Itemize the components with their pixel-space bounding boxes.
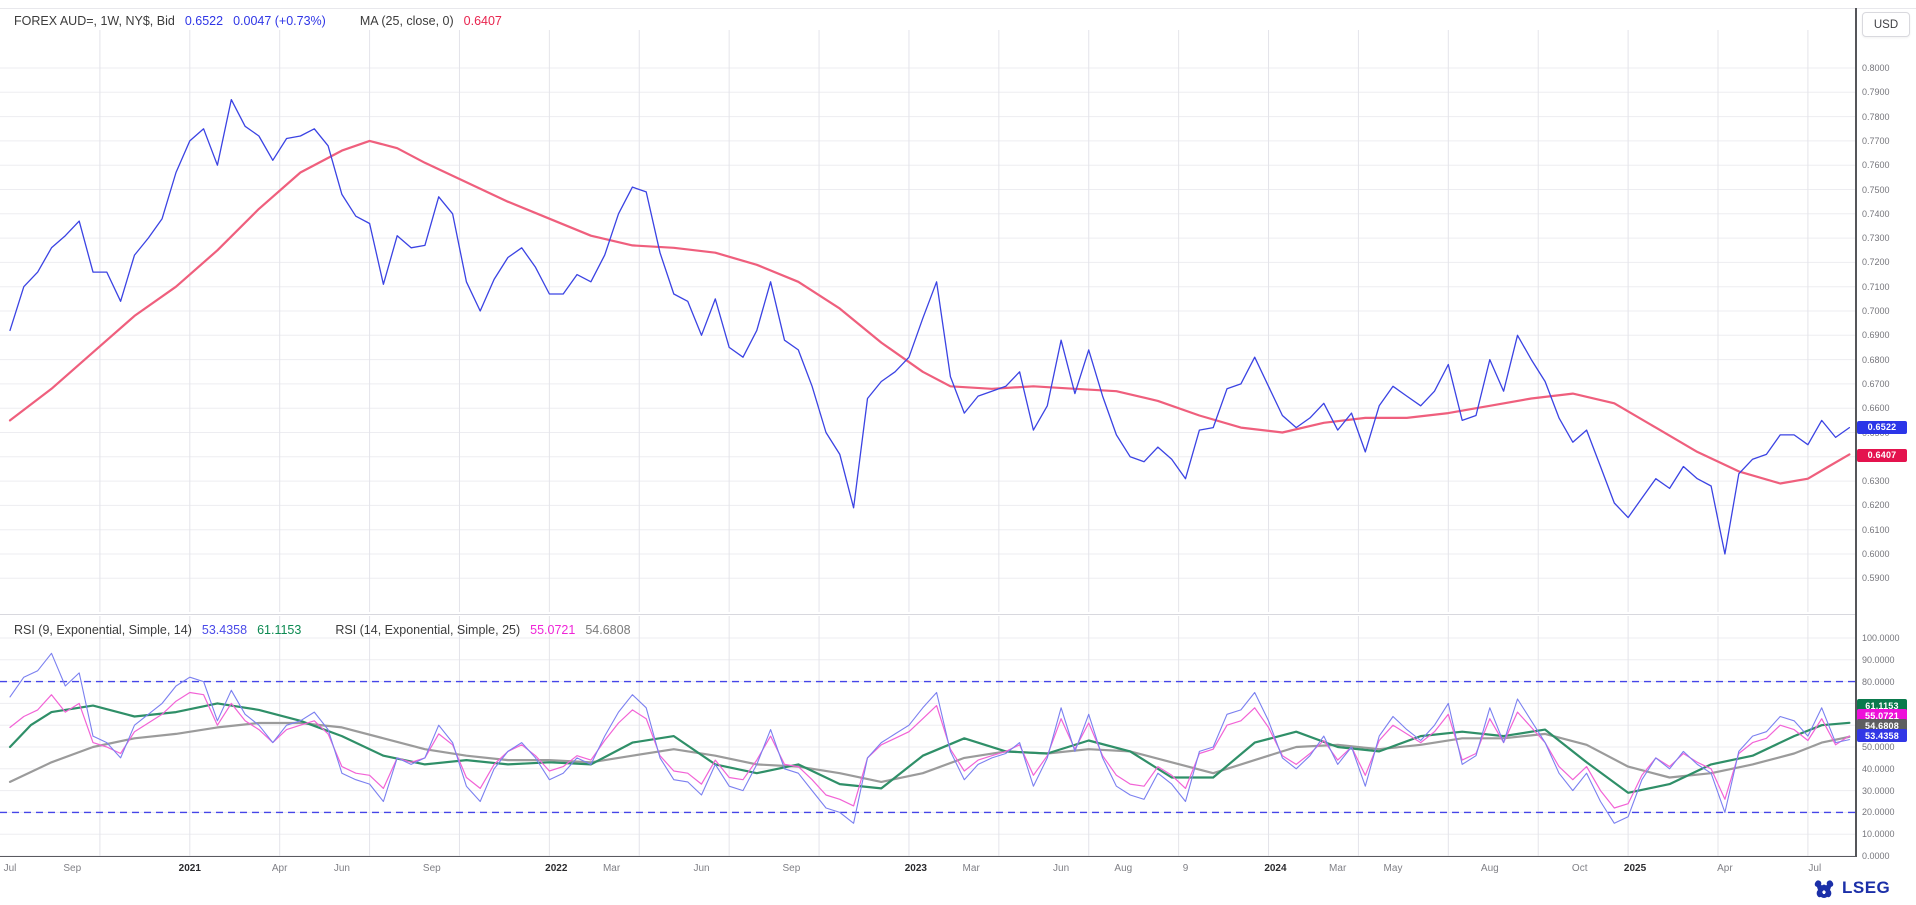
rsi-axis-tick: 10.0000 bbox=[1862, 829, 1895, 840]
rsi-axis-tick: 40.0000 bbox=[1862, 763, 1895, 774]
price-axis-tick: 0.6000 bbox=[1862, 549, 1890, 559]
rsi14-sma-line bbox=[8, 721, 1851, 784]
rsi1-label: RSI (9, Exponential, Simple, 14) bbox=[14, 623, 192, 637]
rsi-axis-badge: 54.6808 bbox=[1857, 719, 1907, 732]
rsi-axis-badge: 55.0721 bbox=[1857, 709, 1907, 722]
time-axis-month-tick: Apr bbox=[271, 863, 288, 874]
price-axis-badge: 0.6407 bbox=[1857, 448, 1907, 462]
rsi-chart-panel[interactable] bbox=[0, 616, 1855, 857]
price-axis-tick: 0.6200 bbox=[1862, 500, 1890, 511]
time-axis-line bbox=[0, 856, 1855, 857]
ma-label: MA (25, close, 0) bbox=[359, 14, 454, 28]
price-axis-tick: 0.6100 bbox=[1862, 524, 1890, 535]
rsi2-value: 55.0721 bbox=[530, 623, 576, 637]
bid-line bbox=[9, 98, 1851, 555]
time-axis-month-tick: Jun bbox=[1053, 863, 1070, 874]
price-axis-tick: 0.7200 bbox=[1862, 257, 1890, 268]
rsi-axis-tick: 20.0000 bbox=[1862, 807, 1895, 818]
rsi-axis-tick: 30.0000 bbox=[1862, 785, 1895, 796]
top-border-line bbox=[0, 8, 1916, 9]
time-axis-year-tick: 2024 bbox=[1264, 863, 1287, 874]
rsi1-smooth-value: 61.1153 bbox=[257, 623, 302, 637]
time-axis-month-tick: Jul bbox=[3, 863, 17, 874]
price-axis-tick: 0.7400 bbox=[1862, 208, 1890, 219]
time-axis-month-tick: Apr bbox=[1717, 863, 1733, 874]
time-axis-month-tick: Mar bbox=[602, 863, 621, 874]
time-axis-year-tick: 2025 bbox=[1623, 863, 1647, 874]
time-axis-year-tick: 2021 bbox=[178, 863, 201, 874]
rsi-axis-tick: 0.0000 bbox=[1862, 851, 1890, 861]
price-axis-tick: 0.6300 bbox=[1862, 476, 1890, 487]
lseg-logo: LSEG bbox=[1812, 876, 1890, 900]
rsi-legend[interactable]: RSI (9, Exponential, Simple, 14) 53.4358… bbox=[14, 621, 631, 639]
time-axis-month-tick: Jun bbox=[693, 863, 710, 874]
price-chart-panel[interactable] bbox=[0, 30, 1855, 612]
time-axis-month-tick: Aug bbox=[1480, 863, 1499, 874]
rsi1-value: 53.4358 bbox=[201, 623, 248, 637]
rsi-axis-tick: 80.0000 bbox=[1862, 676, 1895, 687]
price-axis-tick: 0.7100 bbox=[1862, 281, 1890, 292]
time-axis-month-tick: Jul bbox=[1808, 863, 1822, 874]
instrument-label: FOREX AUD=, 1W, NY$, Bid bbox=[14, 14, 175, 28]
time-axis-month-tick: Sep bbox=[782, 863, 801, 874]
time-axis-month-tick: Mar bbox=[1329, 863, 1347, 874]
price-axis-badge: 0.6522 bbox=[1857, 420, 1907, 434]
rsi9-sma-line bbox=[8, 702, 1851, 794]
price-axis-tick: 0.8000 bbox=[1862, 63, 1890, 73]
price-axis-tick: 0.6600 bbox=[1862, 403, 1890, 414]
bid-value: 0.6522 bbox=[184, 14, 224, 28]
lseg-logo-text: LSEG bbox=[1842, 878, 1891, 897]
price-axis-tick: 0.7000 bbox=[1862, 306, 1890, 316]
rsi2-smooth-value: 54.6808 bbox=[585, 623, 631, 637]
price-axis-tick: 0.6900 bbox=[1862, 330, 1890, 341]
price-axis-tick: 0.7300 bbox=[1862, 233, 1890, 244]
ma-line bbox=[8, 139, 1851, 485]
time-axis-month-tick: Mar bbox=[962, 863, 980, 874]
price-chart-legend[interactable]: FOREX AUD=, 1W, NY$, Bid 0.6522 0.0047 (… bbox=[14, 11, 502, 31]
price-axis-tick: 0.6700 bbox=[1862, 378, 1890, 389]
rsi14-line bbox=[9, 691, 1851, 809]
ma-value: 0.6407 bbox=[463, 14, 502, 28]
rsi2-label: RSI (14, Exponential, Simple, 25) bbox=[335, 623, 521, 637]
axis-currency-label: USD bbox=[1873, 18, 1899, 31]
price-axis-line bbox=[1855, 8, 1857, 857]
time-axis-year-tick: 2022 bbox=[545, 863, 568, 874]
rsi-axis-badge: 61.1153 bbox=[1857, 699, 1907, 712]
rsi9-line bbox=[9, 652, 1850, 824]
rsi-axis-tick: 90.0000 bbox=[1862, 654, 1895, 665]
time-axis-month-tick: Sep bbox=[63, 863, 82, 874]
time-axis-month-tick: Jun bbox=[333, 863, 350, 874]
time-axis-month-tick: Sep bbox=[422, 863, 441, 874]
rsi-axis-tick: 50.0000 bbox=[1862, 742, 1895, 752]
time-axis-month-tick: 9 bbox=[1182, 863, 1189, 874]
panel-divider-line[interactable] bbox=[0, 614, 1855, 615]
rsi-axis-badge: 53.4358 bbox=[1857, 729, 1907, 742]
price-axis-tick: 0.7600 bbox=[1862, 160, 1890, 171]
price-axis-tick: 0.6800 bbox=[1862, 354, 1890, 365]
axis-currency-button[interactable]: USD bbox=[1862, 12, 1910, 37]
time-axis-year-tick: 2023 bbox=[904, 863, 927, 874]
price-axis-tick: 0.7800 bbox=[1862, 111, 1890, 122]
price-axis-tick: 0.7500 bbox=[1862, 184, 1890, 195]
lseg-crest-icon bbox=[1814, 880, 1834, 898]
price-axis-tick: 0.7700 bbox=[1862, 135, 1890, 146]
rsi-axis-tick: 100.0000 bbox=[1862, 633, 1900, 643]
price-axis-tick: 0.7900 bbox=[1862, 87, 1890, 98]
time-axis-month-tick: May bbox=[1383, 863, 1403, 874]
time-axis-month-tick: Aug bbox=[1114, 863, 1133, 874]
time-axis-month-tick: Oct bbox=[1571, 863, 1588, 874]
bid-change: 0.0047 (+0.73%) bbox=[233, 14, 326, 28]
price-axis-tick: 0.5900 bbox=[1862, 573, 1890, 584]
